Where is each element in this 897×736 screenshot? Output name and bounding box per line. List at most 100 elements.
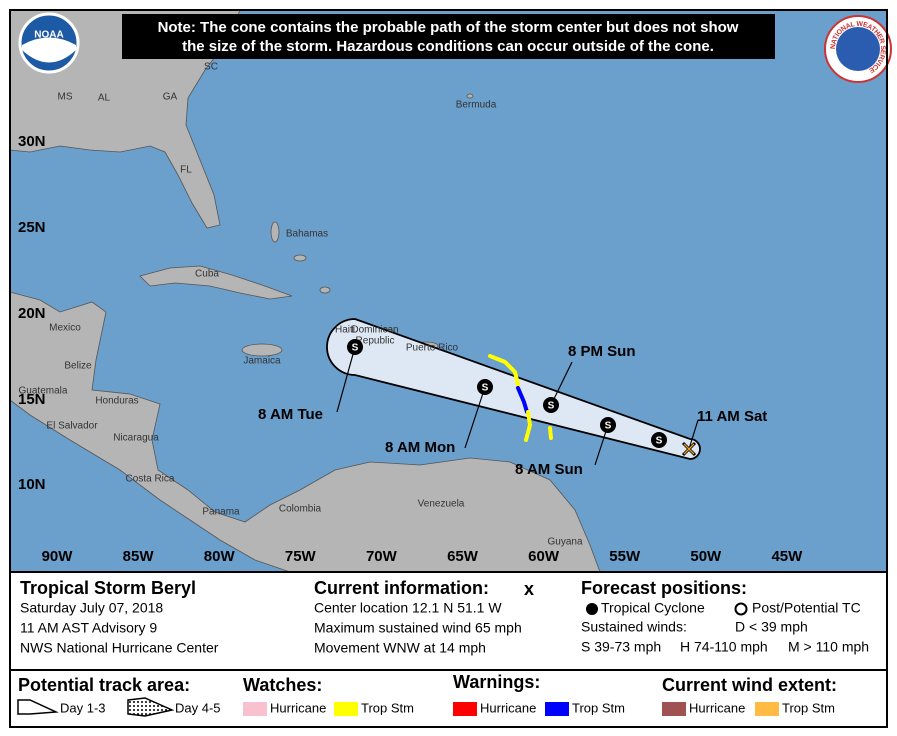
wind-ts-swatch: [755, 702, 779, 716]
day13-label: Day 1-3: [60, 700, 106, 715]
longitude-label: 70W: [366, 548, 398, 565]
storm-date: Saturday July 07, 2018: [20, 600, 163, 616]
forecast-point: [543, 397, 559, 413]
place-label: Colombia: [279, 504, 322, 515]
storm-advisory: 11 AM AST Advisory 9: [20, 620, 157, 636]
warn-hurricane: Hurricane: [480, 700, 536, 715]
track-label: 11 AM Sat: [697, 408, 767, 425]
longitude-label: 55W: [609, 548, 641, 565]
current-line: Center location 12.1 N 51.1 W: [314, 600, 502, 616]
latitude-label: 20N: [18, 305, 46, 322]
place-label: GA: [163, 92, 178, 103]
warn-hurricane-swatch: [453, 702, 477, 716]
latitude-label: 25N: [18, 219, 46, 236]
watch-ts-swatch: [334, 702, 358, 716]
note-box: [122, 14, 775, 59]
watch-hurricane-swatch: [243, 702, 267, 716]
day45-swatch: [127, 697, 175, 717]
forecast-marker: S: [482, 383, 489, 394]
place-label: Cuba: [195, 269, 219, 280]
place-label: Mexico: [49, 323, 81, 334]
winds-m: M > 110 mph: [788, 639, 869, 655]
noaa-wave: [22, 37, 76, 63]
place-label: Panama: [202, 507, 240, 518]
place-label: El Salvador: [46, 421, 98, 432]
place-label: MS: [58, 92, 73, 103]
forecast-heading: Forecast positions:: [581, 578, 747, 598]
forecast-tc: Tropical Cyclone: [601, 600, 705, 616]
storm-title: Tropical Storm Beryl: [20, 578, 196, 598]
current-heading: Current information:: [314, 578, 489, 598]
place-label: FL: [180, 165, 192, 176]
post-tc-symbol: [734, 602, 748, 616]
nws-center: [836, 27, 880, 71]
place-label: AL: [98, 93, 111, 104]
wind-hurricane: Hurricane: [689, 700, 745, 715]
current-line: Movement WNW at 14 mph: [314, 640, 486, 656]
warn-ts-swatch: [545, 702, 569, 716]
place-label: Belize: [64, 361, 92, 372]
track-label: 8 AM Tue: [258, 406, 323, 423]
track-heading: Potential track area:: [18, 675, 190, 695]
place-label: Venezuela: [418, 499, 465, 510]
place-label: SC: [204, 62, 218, 73]
noaa-text: NOAA: [34, 30, 63, 41]
warnings-heading: Warnings:: [453, 672, 540, 692]
wind-ts: Trop Stm: [782, 700, 835, 715]
longitude-label: 45W: [771, 548, 803, 565]
winds-label: Sustained winds:: [581, 619, 687, 635]
storm-center: NWS National Hurricane Center: [20, 640, 219, 656]
place-label: Bermuda: [456, 100, 497, 111]
longitude-label: 85W: [123, 548, 155, 565]
place-label: Puerto Rico: [406, 343, 459, 354]
forecast-point: [477, 379, 493, 395]
longitude-label: 90W: [42, 548, 74, 565]
place-label: Bahamas: [286, 229, 328, 240]
place-label: Haiti: [335, 325, 355, 336]
current-position-core: [683, 443, 695, 455]
winds-d: D < 39 mph: [735, 619, 808, 635]
place-label: Honduras: [95, 396, 138, 407]
latitude-label: 30N: [18, 133, 46, 150]
track-label: 8 AM Mon: [385, 439, 455, 456]
forecast-point: [347, 339, 363, 355]
forecast-marker: S: [548, 401, 555, 412]
winds-h: H 74-110 mph: [680, 639, 768, 655]
forecast-marker: S: [352, 343, 359, 354]
forecast-post-tc: Post/Potential TC: [752, 600, 861, 616]
longitude-label: 75W: [285, 548, 317, 565]
watch-hurricane: Hurricane: [270, 700, 326, 715]
longitude-label: 60W: [528, 548, 560, 565]
day45-label: Day 4-5: [175, 700, 221, 715]
place-label: Guyana: [547, 537, 582, 548]
forecast-marker: S: [605, 421, 612, 432]
winds-s: S 39-73 mph: [581, 639, 661, 655]
latitude-label: 10N: [18, 476, 46, 493]
longitude-label: 80W: [204, 548, 236, 565]
watches-heading: Watches:: [243, 675, 322, 695]
place-label: Guatemala: [19, 386, 68, 397]
info-panel: [9, 571, 888, 671]
forecast-marker: S: [656, 436, 663, 447]
tc-symbol: [586, 603, 598, 615]
latitude-label: 15N: [18, 391, 46, 408]
place-label: Costa Rica: [126, 474, 175, 485]
track-label: 8 AM Sun: [515, 461, 583, 478]
place-label: Dominican: [351, 325, 398, 336]
forecast-point: [651, 432, 667, 448]
forecast-point: [600, 417, 616, 433]
track-label: 8 PM Sun: [568, 343, 636, 360]
place-label: Republic: [356, 336, 395, 347]
current-symbol: x: [524, 579, 534, 599]
note-line: Note: The cone contains the probable pat…: [158, 19, 739, 36]
coastal-alerts: [488, 354, 553, 442]
current-line: Maximum sustained wind 65 mph: [314, 620, 522, 636]
wind-hurricane-swatch: [662, 702, 686, 716]
watch-ts: Trop Stm: [361, 700, 414, 715]
note-line: the size of the storm. Hazardous conditi…: [182, 38, 714, 55]
longitude-label: 50W: [690, 548, 722, 565]
longitude-label: 65W: [447, 548, 479, 565]
place-label: Nicaragua: [113, 433, 159, 444]
